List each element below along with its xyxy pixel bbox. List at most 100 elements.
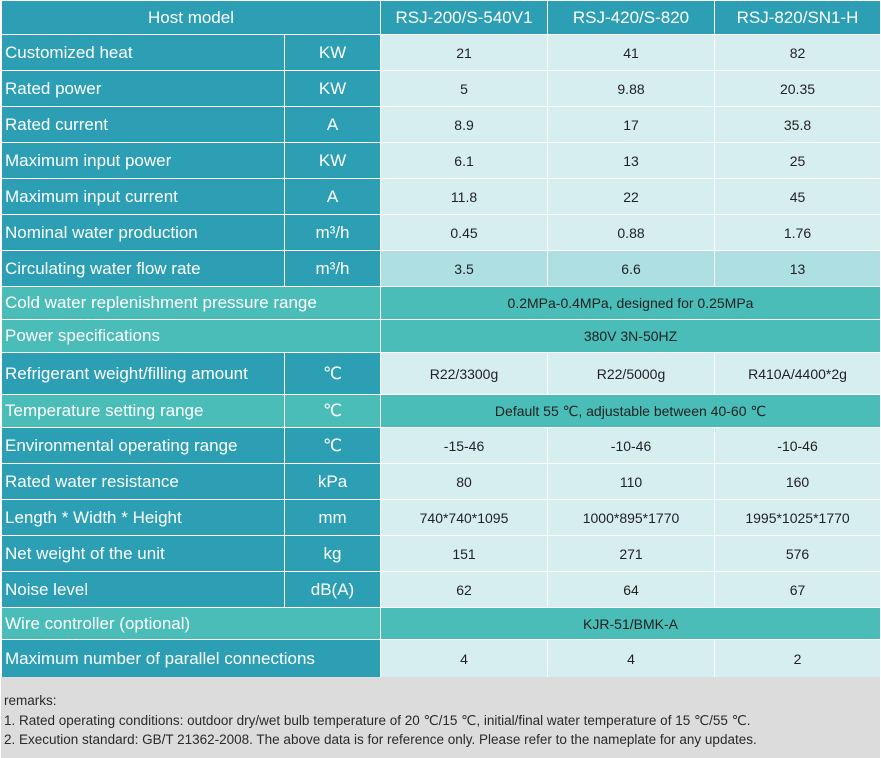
remarks-title: remarks: — [4, 693, 57, 708]
row-value: 0.88 — [547, 214, 716, 251]
row-unit: mm — [283, 499, 382, 536]
table-row: Cold water replenishment pressure range … — [0, 286, 881, 320]
table-row: Refrigerant weight/filling amount ℃ R22/… — [1, 352, 881, 395]
table-row: Rated water resistance kPa 80 110 160 — [1, 463, 881, 500]
row-value: 41 — [547, 34, 716, 71]
table-row: Wire controller (optional) KJR-51/BMK-A — [0, 607, 881, 640]
row-value: 740*740*1095 — [380, 499, 549, 536]
row-value: 13 — [547, 142, 716, 179]
row-merged-value: KJR-51/BMK-A — [380, 607, 881, 640]
row-value: -15-46 — [380, 427, 549, 464]
table-row: Customized heat KW 21 41 82 — [1, 34, 881, 71]
row-merged-value: 0.2MPa-0.4MPa, designed for 0.25MPa — [380, 286, 881, 320]
row-value: 45 — [714, 178, 881, 215]
row-value: 4 — [380, 639, 549, 678]
row-value: 13 — [714, 250, 881, 287]
row-label: Cold water replenishment pressure range — [0, 286, 382, 320]
row-value: 1995*1025*1770 — [714, 499, 881, 536]
row-label: Temperature setting range — [1, 394, 285, 428]
row-value: -10-46 — [714, 427, 881, 464]
row-label: Rated power — [1, 70, 285, 107]
row-label: Power specifications — [0, 319, 382, 353]
row-label: Circulating water flow rate — [1, 250, 285, 287]
row-label: Refrigerant weight/filling amount — [1, 352, 285, 395]
row-value: 2 — [714, 639, 881, 678]
row-value: 8.9 — [380, 106, 549, 143]
row-value: -10-46 — [547, 427, 716, 464]
row-unit: A — [283, 106, 382, 143]
row-label: Nominal water production — [1, 214, 285, 251]
row-label: Noise level — [1, 571, 285, 608]
remarks-line: 1. Rated operating conditions: outdoor d… — [4, 712, 751, 728]
specification-table: Host model RSJ-200/S-540V1 RSJ-420/S-820… — [0, 0, 881, 678]
table-row: Rated power KW 5 9.88 20.35 — [1, 70, 881, 107]
table-row: Maximum input current A 11.8 22 45 — [1, 178, 881, 215]
row-value: 1.76 — [714, 214, 881, 251]
table-row: Rated current A 8.9 17 35.8 — [1, 106, 881, 143]
row-value: 80 — [380, 463, 549, 500]
remarks-section: remarks: 1. Rated operating conditions: … — [1, 677, 880, 758]
row-unit: ℃ — [283, 352, 382, 395]
row-value: 160 — [714, 463, 881, 500]
table-row: Power specifications 380V 3N-50HZ — [0, 319, 881, 353]
model-header-2: RSJ-420/S-820 — [547, 0, 716, 35]
row-merged-value: Default 55 ℃, adjustable between 40-60 ℃ — [380, 394, 881, 428]
table-row: Net weight of the unit kg 151 271 576 — [1, 535, 881, 572]
row-unit: ℃ — [283, 427, 382, 464]
table-row: Maximum input power KW 6.1 13 25 — [1, 142, 881, 179]
row-value: 3.5 — [380, 250, 549, 287]
row-value: 22 — [547, 178, 716, 215]
row-value: 35.8 — [714, 106, 881, 143]
row-merged-value: 380V 3N-50HZ — [380, 319, 881, 353]
row-value: 576 — [714, 535, 881, 572]
row-value: R410A/4400*2g — [714, 352, 881, 395]
row-value: 21 — [380, 34, 549, 71]
row-value: 271 — [547, 535, 716, 572]
row-label: Rated water resistance — [1, 463, 285, 500]
row-label: Wire controller (optional) — [0, 607, 382, 640]
row-value: 110 — [547, 463, 716, 500]
host-model-header: Host model — [0, 0, 382, 35]
row-unit: KW — [283, 34, 382, 71]
row-value: 1000*895*1770 — [547, 499, 716, 536]
row-value: 4 — [547, 639, 716, 678]
table-row: Temperature setting range ℃ Default 55 ℃… — [1, 394, 881, 428]
header-row: Host model RSJ-200/S-540V1 RSJ-420/S-820… — [0, 0, 881, 35]
row-unit: kPa — [283, 463, 382, 500]
table-row: Nominal water production m³/h 0.45 0.88 … — [1, 214, 881, 251]
table-row: Circulating water flow rate m³/h 3.5 6.6… — [1, 250, 881, 287]
row-unit: dB(A) — [283, 571, 382, 608]
row-label: Length * Width * Height — [1, 499, 285, 536]
model-header-1: RSJ-200/S-540V1 — [380, 0, 549, 35]
row-label: Maximum number of parallel connections — [0, 639, 382, 678]
row-value: 82 — [714, 34, 881, 71]
row-value: 6.6 — [547, 250, 716, 287]
row-unit: KW — [283, 70, 382, 107]
table-row: Noise level dB(A) 62 64 67 — [1, 571, 881, 608]
row-label: Environmental operating range — [1, 427, 285, 464]
row-value: 20.35 — [714, 70, 881, 107]
row-unit: KW — [283, 142, 382, 179]
table-row: Environmental operating range ℃ -15-46 -… — [1, 427, 881, 464]
row-value: 151 — [380, 535, 549, 572]
row-value: 5 — [380, 70, 549, 107]
table-row: Maximum number of parallel connections 4… — [0, 639, 881, 678]
row-label: Maximum input current — [1, 178, 285, 215]
table-row: Length * Width * Height mm 740*740*1095 … — [1, 499, 881, 536]
row-unit: A — [283, 178, 382, 215]
row-unit: m³/h — [283, 214, 382, 251]
row-label: Maximum input power — [1, 142, 285, 179]
row-unit: m³/h — [283, 250, 382, 287]
row-value: 62 — [380, 571, 549, 608]
row-value: 6.1 — [380, 142, 549, 179]
row-value: R22/5000g — [547, 352, 716, 395]
row-unit: kg — [283, 535, 382, 572]
row-value: 67 — [714, 571, 881, 608]
row-label: Net weight of the unit — [1, 535, 285, 572]
row-value: 25 — [714, 142, 881, 179]
row-value: R22/3300g — [380, 352, 549, 395]
row-value: 9.88 — [547, 70, 716, 107]
remarks-line: 2. Execution standard: GB/T 21362-2008. … — [4, 732, 757, 747]
row-unit: ℃ — [283, 394, 382, 428]
row-value: 64 — [547, 571, 716, 608]
